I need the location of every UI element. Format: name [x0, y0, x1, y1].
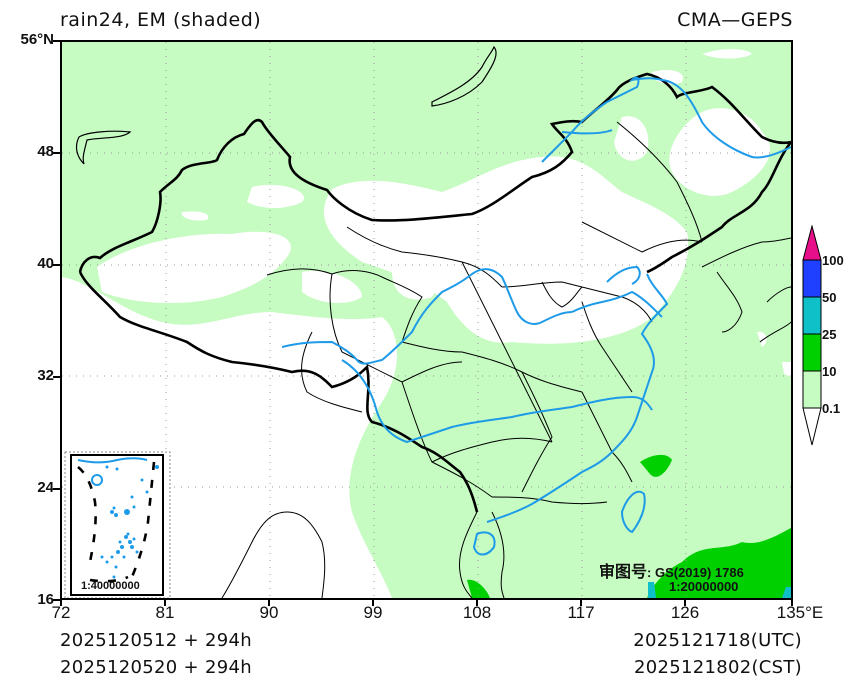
gridlines	[62, 42, 791, 598]
y-tick-label: 24	[37, 479, 54, 496]
y-tickmark	[53, 599, 60, 601]
lakes	[75, 45, 497, 165]
precipitation-map	[60, 40, 793, 600]
y-tick-label: 32	[37, 367, 54, 384]
x-tickmark	[164, 600, 166, 606]
x-tickmark	[372, 600, 374, 606]
colorbar-graphic	[802, 224, 822, 446]
y-tickmark	[53, 40, 60, 42]
colorbar-label: 100	[822, 253, 844, 268]
colorbar-label: 10	[822, 364, 837, 379]
x-tick-label: 99	[363, 603, 383, 622]
inset-scale: 1:40000000	[81, 580, 140, 592]
y-tick-label: 56°N	[20, 31, 54, 48]
approval-code: : GS(2019) 1786	[647, 565, 744, 580]
init-time-utc: 2025120512 + 294h	[60, 630, 252, 651]
map-canvas	[62, 42, 791, 598]
chart-title: rain24, EM (shaded)	[60, 9, 262, 31]
y-tickmark	[53, 264, 60, 266]
x-tick-label: 117	[567, 603, 595, 622]
approval-number: 审图号: GS(2019) 1786	[599, 558, 744, 582]
colorbar-label: 50	[822, 290, 837, 305]
y-tickmark	[53, 488, 60, 490]
colorbar-label: 25	[822, 327, 837, 342]
x-tick-label: 108	[462, 603, 492, 622]
x-tick-label: 81	[155, 603, 175, 622]
heavy-rain-areas	[467, 454, 791, 598]
x-tickmark	[476, 600, 478, 606]
x-tick-label: 135°E	[776, 603, 824, 622]
x-tickmark	[684, 600, 686, 606]
model-name: CMA—GEPS	[677, 9, 793, 31]
valid-time-utc: 2025121718(UTC)	[633, 630, 802, 651]
china-border-ne	[646, 141, 791, 274]
china-border-sw	[78, 271, 479, 513]
colorbar-label: 0.1	[822, 401, 841, 416]
x-tickmark	[268, 600, 270, 606]
map-scale: 1:20000000	[669, 579, 739, 594]
x-tick-label: 72	[51, 603, 71, 622]
y-tick-label: 16	[37, 591, 54, 608]
x-tickmark	[580, 600, 582, 606]
rivers-coastline	[281, 76, 791, 556]
china-border	[78, 72, 791, 273]
no-rain-areas	[62, 49, 791, 598]
y-tick-label: 48	[37, 143, 54, 160]
valid-time-cst: 2025121802(CST)	[633, 657, 802, 678]
south-china-sea-inset	[64, 451, 171, 598]
y-tickmark	[53, 376, 60, 378]
x-tick-label: 126	[670, 603, 700, 622]
x-tick-label: 90	[259, 603, 279, 622]
very-heavy-rain-areas	[648, 582, 791, 598]
colorbar	[802, 224, 822, 447]
x-tickmark	[791, 600, 793, 606]
x-tickmark	[60, 600, 62, 606]
init-time-cst: 2025120520 + 294h	[60, 657, 252, 678]
y-tick-label: 40	[37, 255, 54, 272]
approval-label: 审图号	[599, 562, 648, 581]
y-tickmark	[53, 152, 60, 154]
province-borders	[221, 121, 791, 598]
